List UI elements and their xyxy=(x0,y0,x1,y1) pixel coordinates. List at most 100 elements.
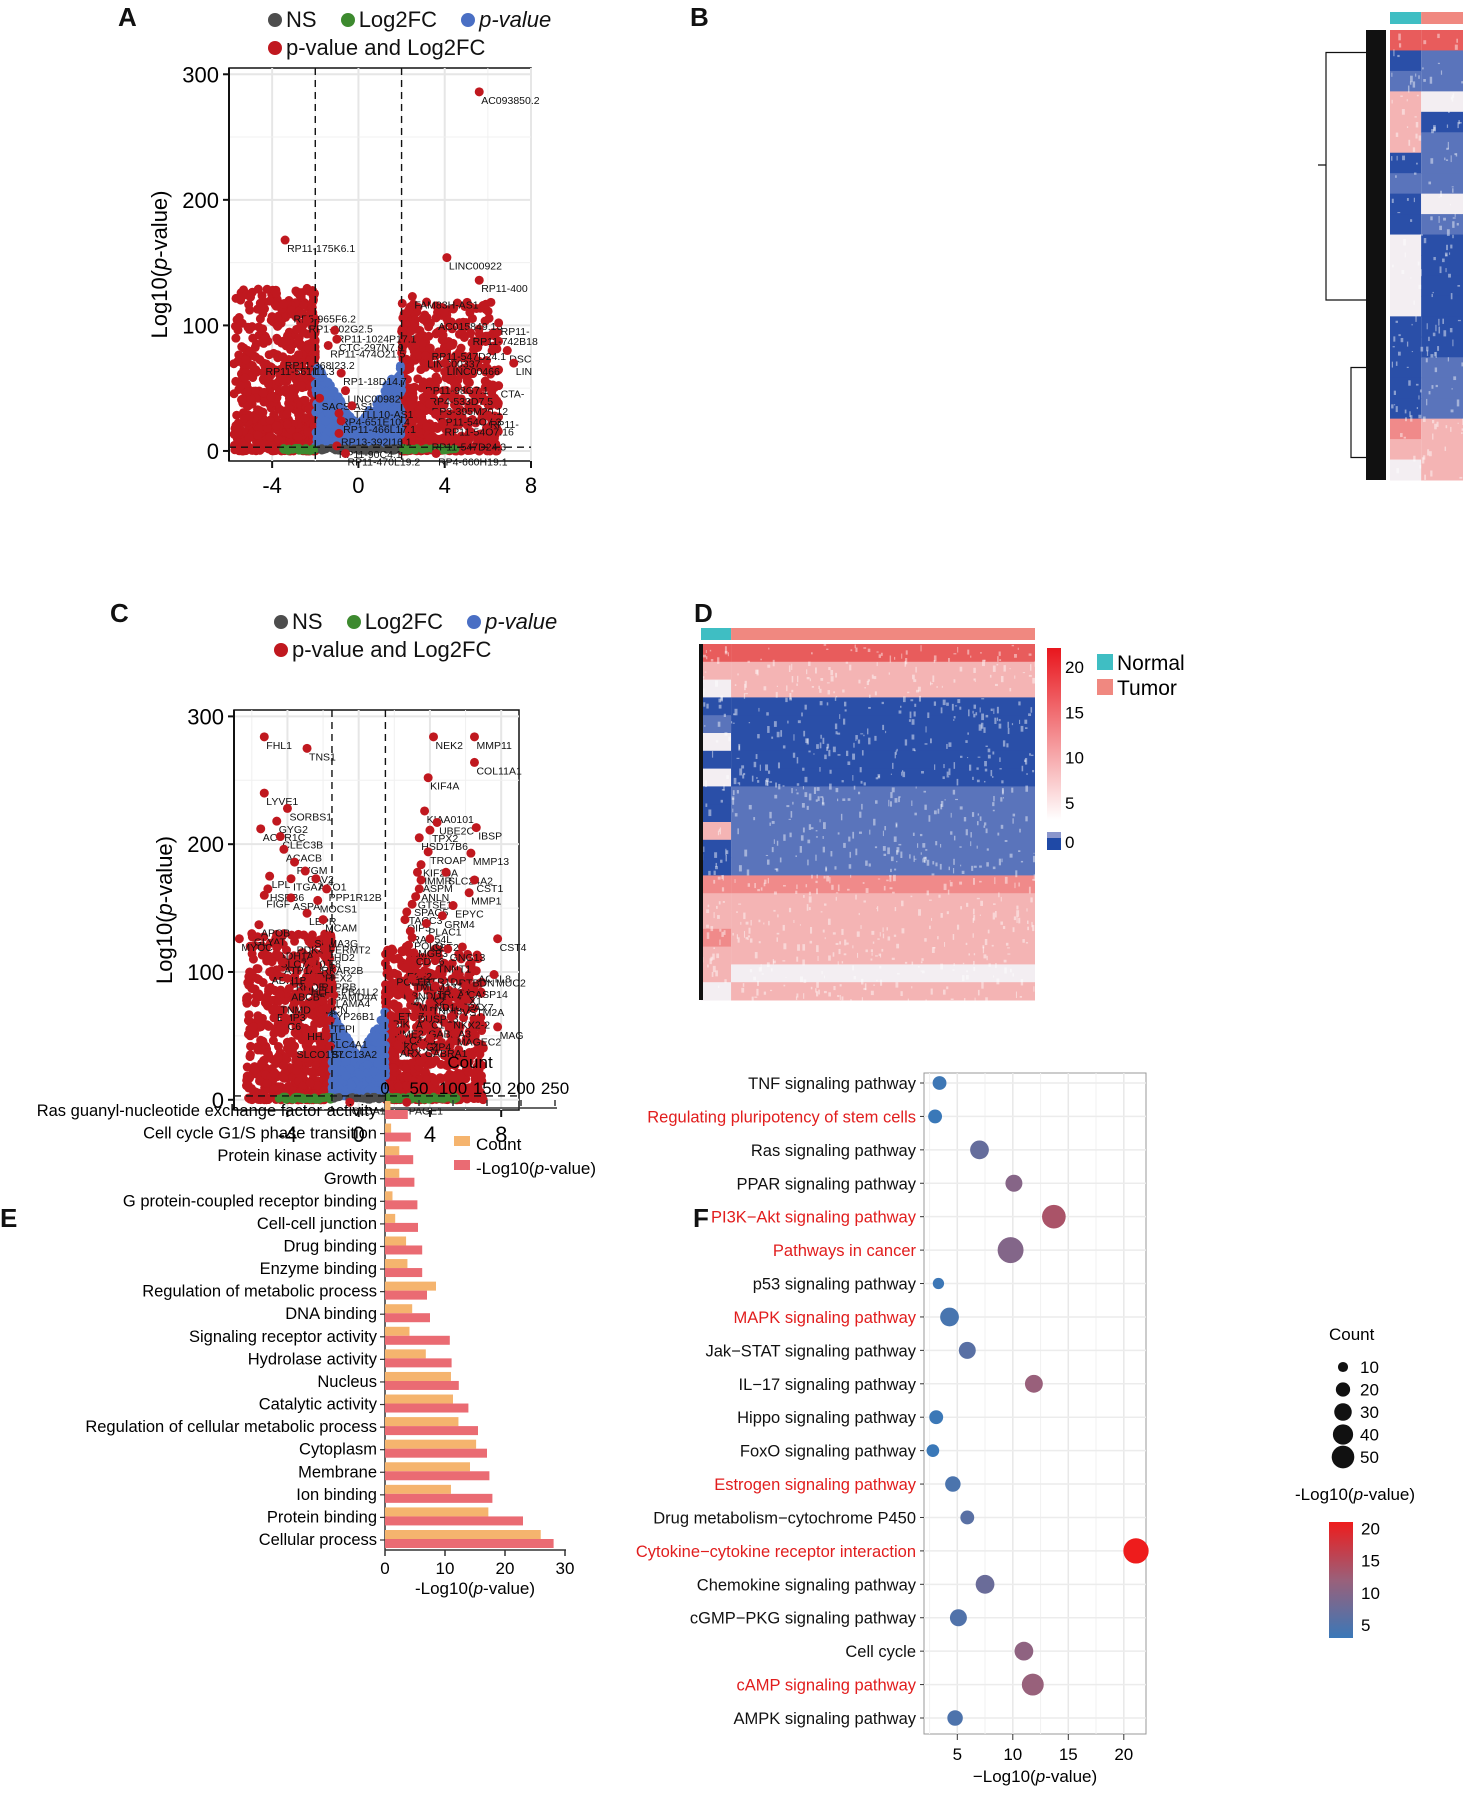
labeled-point xyxy=(448,901,458,911)
labeled-point xyxy=(489,970,499,980)
gene-label: GABRA1 xyxy=(425,1048,468,1060)
heat-cell-normal xyxy=(1390,418,1422,440)
y-tick-label: 100 xyxy=(187,960,224,985)
gene-label: LINC00466 xyxy=(447,366,500,378)
labeled-point xyxy=(474,275,484,285)
y-label-part: p xyxy=(147,258,172,271)
point-sig xyxy=(300,413,310,423)
point-sig xyxy=(394,1082,404,1092)
point-pvalue xyxy=(336,1050,346,1060)
point-sig xyxy=(456,343,466,353)
gene-label: TTLL10-AS1 xyxy=(354,409,414,421)
point-sig xyxy=(472,1018,482,1028)
labeled-point xyxy=(466,328,476,338)
log2fc-dot-icon xyxy=(340,13,355,27)
y-label-part: Log10( xyxy=(147,269,172,338)
labeled-point xyxy=(272,943,282,953)
point-sig xyxy=(473,1038,483,1048)
point-sig xyxy=(422,1074,432,1084)
point-sig xyxy=(467,363,477,373)
gene-label: ADH1A xyxy=(279,951,314,963)
y-label-part: p xyxy=(152,903,177,916)
point-pvalue xyxy=(379,1058,389,1068)
gene-label: HMGB3 xyxy=(411,948,449,960)
labeled-point xyxy=(300,866,310,876)
heat-cell-normal xyxy=(1390,275,1422,297)
point-sig xyxy=(271,421,281,431)
labeled-point xyxy=(409,1012,419,1022)
gene-label: ABCB5 xyxy=(291,992,326,1004)
point-sig xyxy=(492,424,502,434)
point-sig xyxy=(248,333,258,343)
labeled-point xyxy=(425,1033,435,1043)
point-sig xyxy=(439,1017,449,1027)
point-sig xyxy=(449,378,459,388)
point-sig xyxy=(309,322,319,332)
panel-letter-a: A xyxy=(118,2,137,32)
labeled-point xyxy=(402,1097,412,1107)
point-sig xyxy=(467,1050,477,1060)
point-sig xyxy=(268,1036,278,1046)
point-sig xyxy=(476,1071,486,1081)
labeled-point xyxy=(421,918,431,928)
point-ns xyxy=(420,444,429,453)
point-sig xyxy=(292,324,302,334)
point-sig xyxy=(455,1071,465,1081)
heat-cell-tumor xyxy=(1421,173,1463,195)
legend-pvalue: p-value xyxy=(467,608,557,636)
point-sig xyxy=(300,395,310,405)
point-sig xyxy=(231,444,241,454)
gene-label: SORBS1 xyxy=(289,811,332,823)
point-ns xyxy=(370,1092,379,1101)
y-label-part: -value) xyxy=(147,190,172,257)
point-sig xyxy=(441,996,451,1006)
labeled-point xyxy=(311,964,321,974)
point-sig xyxy=(456,368,466,378)
point-sig xyxy=(286,345,296,355)
point-sig xyxy=(459,333,469,343)
point-sig xyxy=(255,314,265,324)
point-sig xyxy=(387,1048,397,1058)
ns-dot-icon xyxy=(268,13,282,27)
point-sig xyxy=(241,355,251,365)
labeled-point xyxy=(420,351,430,361)
point-sig xyxy=(462,372,472,382)
point-sig xyxy=(304,404,314,414)
point-sig xyxy=(471,304,481,314)
gene-label: C6 xyxy=(288,1021,302,1033)
gene-label: CST1 xyxy=(476,883,503,895)
labeled-point xyxy=(425,433,435,443)
labeled-point xyxy=(234,934,244,944)
labeled-point xyxy=(493,934,503,944)
point-ns xyxy=(333,1093,342,1102)
point-sig xyxy=(407,400,417,410)
point-sig xyxy=(448,1072,458,1082)
heat-cell-normal xyxy=(1390,439,1422,461)
labeled-point xyxy=(302,743,312,753)
group-bar-tumor xyxy=(1421,12,1463,24)
labeled-point xyxy=(287,305,297,315)
point-sig xyxy=(310,948,320,958)
point-sig xyxy=(482,423,492,433)
gene-label: LYVE1 xyxy=(266,796,298,808)
point-sig xyxy=(477,1026,487,1036)
labeled-point xyxy=(256,824,266,834)
heat-cell-tumor xyxy=(1421,336,1463,358)
heat-cell-tumor xyxy=(1421,30,1463,51)
point-sig xyxy=(259,334,269,344)
point-sig xyxy=(473,1083,483,1093)
legend-ns-label: NS xyxy=(292,609,323,634)
labeled-point xyxy=(423,773,433,783)
point-sig xyxy=(461,1036,471,1046)
heat-cell-tumor xyxy=(1421,418,1463,440)
point-sig xyxy=(264,1021,274,1031)
point-sig xyxy=(292,360,302,370)
point-sig xyxy=(454,416,464,426)
labeled-point xyxy=(409,948,419,958)
gene-label: PPP1R12B xyxy=(329,892,382,904)
gene-label: RP13-392I16.1 xyxy=(341,436,412,448)
heat-cell-normal xyxy=(1390,398,1422,420)
point-sig xyxy=(472,950,482,960)
labeled-point xyxy=(425,998,435,1008)
gene-label: ZP4 xyxy=(432,1041,451,1053)
